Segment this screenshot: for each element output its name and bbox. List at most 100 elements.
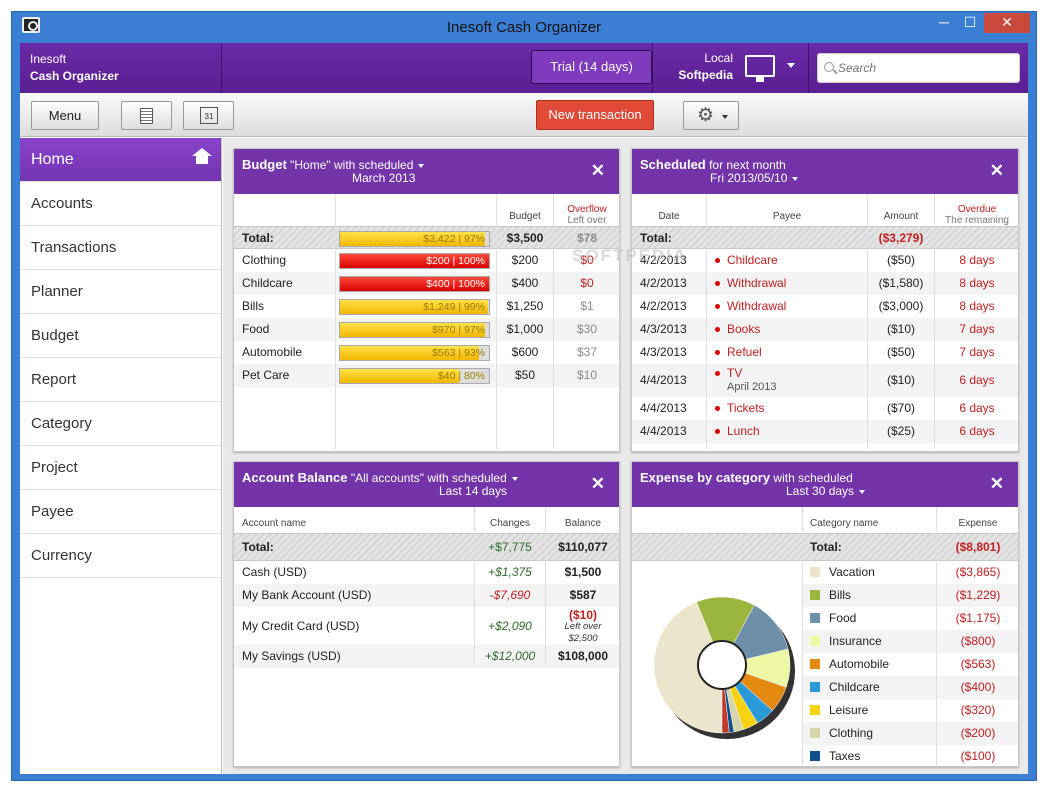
- budget-panel-header[interactable]: Budget "Home" with scheduled March 2013 …: [234, 149, 619, 194]
- payee: Lunch: [715, 420, 760, 443]
- scheduled-row[interactable]: 4/4/2013 Lunch ($25) 6 days: [632, 420, 1018, 443]
- progress-bar: $200 | 100%: [339, 253, 490, 269]
- minimize-button[interactable]: ─: [939, 14, 949, 30]
- status-dot-icon: [715, 281, 720, 287]
- settings-button[interactable]: ⚙: [683, 101, 739, 130]
- budget-row[interactable]: Bills $1,249 | 99% $1,250 $1: [234, 295, 619, 318]
- bar-label: $40 | 80%: [437, 370, 485, 382]
- monitor-icon: [745, 55, 775, 82]
- expense-row[interactable]: Automobile ($563): [803, 653, 1018, 676]
- scheduled-date: 4/3/2013: [640, 345, 687, 359]
- nav-item-home[interactable]: Home: [20, 138, 221, 182]
- nav-item-currency[interactable]: Currency: [20, 534, 221, 578]
- nav-item-payee[interactable]: Payee: [20, 490, 221, 534]
- scheduled-row[interactable]: 4/2/2013 Withdrawal ($3,000) 8 days: [632, 295, 1018, 318]
- nav-item-project[interactable]: Project: [20, 446, 221, 490]
- sidebar: Home Accounts Transactions Planner Budge…: [20, 138, 222, 774]
- expense-row[interactable]: Leisure ($320): [803, 699, 1018, 722]
- category-name: Clothing: [810, 722, 873, 745]
- budget-row[interactable]: Childcare $400 | 100% $400 $0: [234, 272, 619, 295]
- maximize-button[interactable]: ☐: [963, 14, 977, 30]
- category-label: Childcare: [829, 680, 880, 694]
- category-name: Clothing: [242, 253, 287, 267]
- close-icon[interactable]: ✕: [590, 161, 605, 180]
- expense-row[interactable]: Bills ($1,229): [803, 584, 1018, 607]
- left-over: $0: [580, 253, 594, 267]
- chevron-down-icon: [722, 115, 728, 119]
- budget-row[interactable]: Clothing $200 | 100% $200 $0: [234, 249, 619, 272]
- nav-item-report[interactable]: Report: [20, 358, 221, 402]
- nav-item-accounts[interactable]: Accounts: [20, 182, 221, 226]
- expense-donut-chart: [653, 596, 795, 739]
- account-changes: -$7,690: [489, 588, 531, 602]
- expense-row[interactable]: Clothing ($200): [803, 722, 1018, 745]
- nav-item-category[interactable]: Category: [20, 402, 221, 446]
- dashboard: Budget "Home" with scheduled March 2013 …: [223, 138, 1028, 774]
- account-row[interactable]: Cash (USD) +$1,375 $1,500: [234, 561, 619, 584]
- menu-button[interactable]: Menu: [31, 101, 99, 130]
- payee-name: Refuel: [727, 345, 762, 359]
- expense-row[interactable]: Taxes ($100): [803, 745, 1018, 768]
- close-icon[interactable]: ✕: [590, 474, 605, 493]
- chevron-down-icon[interactable]: [511, 476, 518, 481]
- scheduled-row[interactable]: 4/3/2013 Books ($10) 7 days: [632, 318, 1018, 341]
- calculator-button[interactable]: [121, 101, 172, 130]
- payee-period: April 2013: [727, 381, 777, 393]
- scheduled-amount: ($50): [886, 253, 915, 267]
- expense-row[interactable]: Childcare ($400): [803, 676, 1018, 699]
- scheduled-date: 4/4/2013: [640, 373, 687, 387]
- budget-row[interactable]: Automobile $563 | 93% $600 $37: [234, 341, 619, 364]
- payee-name: Withdrawal: [727, 299, 787, 313]
- location-name: Softpedia: [678, 68, 733, 82]
- account-changes: +$12,000: [484, 649, 536, 663]
- scheduled-row[interactable]: 4/2/2013 Childcare ($50) 8 days: [632, 249, 1018, 272]
- scheduled-row[interactable]: 4/3/2013 Refuel ($50) 7 days: [632, 341, 1018, 364]
- column-header-account: Account name: [242, 518, 306, 529]
- total-label: Total:: [810, 540, 842, 554]
- overdue-days: 7 days: [959, 322, 995, 336]
- category-expense: ($1,229): [955, 588, 1001, 602]
- expense-row[interactable]: Food ($1,175): [803, 607, 1018, 630]
- chevron-down-icon[interactable]: [787, 63, 795, 68]
- total-budget: $3,500: [506, 231, 544, 245]
- status-dot-icon: [715, 406, 720, 412]
- account-balance-panel-header[interactable]: Account Balance "All accounts" with sche…: [234, 462, 619, 507]
- legend-swatch-icon: [810, 613, 820, 623]
- account-row[interactable]: My Credit Card (USD) +$2,090 ($10) Left ove…: [234, 607, 619, 645]
- scheduled-row[interactable]: 4/4/2013 Tickets ($70) 6 days: [632, 397, 1018, 420]
- search-input[interactable]: [838, 58, 1013, 78]
- chevron-down-icon[interactable]: [792, 176, 799, 181]
- total-amount: ($8,801): [955, 540, 1001, 554]
- scheduled-row[interactable]: 4/2/2013 Withdrawal ($1,580) 8 days: [632, 272, 1018, 295]
- category-expense: ($100): [960, 749, 996, 763]
- budget-row[interactable]: Pet Care $40 | 80% $50 $10: [234, 364, 619, 387]
- expense-panel-header[interactable]: Expense by category with scheduled Last …: [632, 462, 1018, 507]
- budget-row[interactable]: Food $970 | 97% $1,000 $30: [234, 318, 619, 341]
- close-icon[interactable]: ✕: [989, 474, 1004, 493]
- location-selector[interactable]: Local Softpedia: [652, 43, 809, 93]
- calendar-button[interactable]: 31: [183, 101, 234, 130]
- new-transaction-button[interactable]: New transaction: [536, 100, 654, 130]
- chevron-down-icon[interactable]: [418, 163, 425, 168]
- brand-product: Cash Organizer: [30, 69, 119, 83]
- expense-row[interactable]: Vacation ($3,865): [803, 561, 1018, 584]
- title-bar: Inesoft Cash Organizer ─ ☐ ✕: [12, 12, 1036, 43]
- bar-label: $970 | 97%: [432, 324, 485, 336]
- trial-button[interactable]: Trial (14 days): [531, 50, 652, 84]
- account-row[interactable]: My Savings (USD) +$12,000 $108,000: [234, 645, 619, 668]
- search-box[interactable]: [817, 53, 1020, 83]
- scheduled-panel-header[interactable]: Scheduled for next month Fri 2013/05/10 …: [632, 149, 1018, 194]
- close-icon[interactable]: ✕: [989, 161, 1004, 180]
- nav-item-transactions[interactable]: Transactions: [20, 226, 221, 270]
- nav-item-budget[interactable]: Budget: [20, 314, 221, 358]
- account-name: My Credit Card (USD): [242, 619, 360, 633]
- scheduled-row[interactable]: 4/4/2013 TV April 2013 ($10) 6 days: [632, 364, 1018, 397]
- nav-item-planner[interactable]: Planner: [20, 270, 221, 314]
- column-header-amount: Amount: [883, 211, 919, 222]
- chevron-down-icon[interactable]: [859, 489, 866, 494]
- expense-row[interactable]: Insurance ($800): [803, 630, 1018, 653]
- category-label: Automobile: [829, 657, 890, 671]
- app-icon[interactable]: [22, 17, 40, 33]
- account-row[interactable]: My Bank Account (USD) -$7,690 $587: [234, 584, 619, 607]
- close-window-button[interactable]: ✕: [984, 13, 1030, 33]
